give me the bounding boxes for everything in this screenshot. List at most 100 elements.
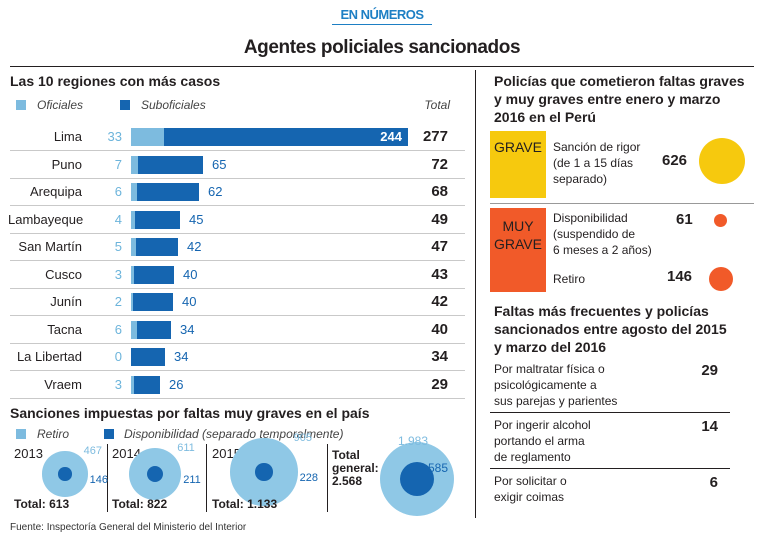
title-rule <box>10 66 754 67</box>
oficiales-value-label: 6 <box>114 321 122 337</box>
region-label: Lima <box>53 129 82 144</box>
bar-suboficiales <box>135 210 180 229</box>
suboficiales-value-label: 26 <box>169 376 184 392</box>
disp-desc-3: 6 meses a 2 años) <box>553 243 652 257</box>
group-total-label: Total: 822 <box>112 497 168 511</box>
falta-desc-line: de reglamento <box>494 450 571 464</box>
kicker-rule <box>332 24 432 25</box>
row-separator <box>10 287 465 289</box>
oficiales-value-label: 0 <box>114 349 122 364</box>
total-value: 72 <box>431 155 448 173</box>
general-retiro-label: 1.983 <box>398 434 429 448</box>
general-bubble-inner <box>400 462 434 496</box>
oficiales-value-label: 7 <box>114 156 122 172</box>
bar-suboficiales <box>164 128 408 146</box>
oficiales-value-label: 6 <box>114 184 122 199</box>
oficiales-value-label: 3 <box>114 266 122 282</box>
disp-desc-1: Disponibilidad <box>553 211 628 225</box>
group-total-label: Total: 613 <box>14 497 70 511</box>
disp-desc-2: (suspendido de <box>553 227 636 241</box>
bubble-divider-3 <box>327 444 328 512</box>
legend-swatch-suboficiales <box>120 100 130 110</box>
retiro-value-label: 905 <box>293 432 312 445</box>
total-header: Total <box>424 98 450 112</box>
total-value: 34 <box>431 348 448 365</box>
grave-value: 626 <box>662 152 688 169</box>
suboficiales-value-label: 244 <box>380 129 402 144</box>
source-note: Fuente: Inspectoría General del Minister… <box>10 522 247 533</box>
grave-box <box>490 131 546 198</box>
bubble-disponibilidad <box>146 465 164 483</box>
row-separator <box>10 150 465 151</box>
region-label: Cusco <box>45 266 82 282</box>
suboficiales-value-label: 34 <box>174 349 189 364</box>
general-total-line1: Total <box>332 448 360 462</box>
general-disponibilidad-label: 585 <box>428 461 449 475</box>
gravity-title-line1: Policías que cometieron faltas graves <box>494 73 745 89</box>
faltas-title-line2: sancionados entre agosto del 2015 <box>494 321 727 337</box>
disponibilidad-value-label: 211 <box>183 474 201 486</box>
retiro-desc: Retiro <box>553 272 586 286</box>
column-divider <box>475 70 476 518</box>
bubble-chart-title: Sanciones impuestas por faltas muy grave… <box>10 405 370 421</box>
legend-swatch-oficiales <box>16 100 26 110</box>
faltas-title-line3: y marzo del 2016 <box>494 339 607 355</box>
oficiales-value-label: 5 <box>114 239 122 254</box>
falta-value: 29 <box>701 362 718 379</box>
grave-desc-1: Sanción de rigor <box>553 140 641 154</box>
grave-label: GRAVE <box>494 139 542 155</box>
total-value: 43 <box>431 265 448 283</box>
suboficiales-value-label: 34 <box>180 321 195 337</box>
legend-swatch-disponibilidad <box>104 429 114 439</box>
retiro-value: 146 <box>667 268 693 285</box>
disp-bubble <box>714 214 727 227</box>
region-label: La Libertad <box>16 349 82 364</box>
falta-desc-line: Por ingerir alcohol <box>494 418 591 432</box>
falta-row-separator <box>490 468 730 469</box>
region-label: San Martín <box>18 239 82 254</box>
page-title: Agentes policiales sancionados <box>243 37 521 58</box>
bar-suboficiales <box>137 320 171 339</box>
grave-desc-3: separado) <box>553 172 608 186</box>
group-total-label: Total: 1.133 <box>212 497 278 511</box>
grave-desc-2: (de 1 a 15 días <box>553 156 634 170</box>
faltas-title-line1: Faltas más frecuentes y policías <box>494 303 709 319</box>
bar-oficiales <box>131 128 164 146</box>
bar-suboficiales <box>134 265 174 284</box>
region-label: Vraem <box>44 376 82 392</box>
muy-grave-label-1: MUY <box>502 218 534 234</box>
muy-grave-box <box>490 208 546 292</box>
bar-oficiales <box>131 238 136 256</box>
region-label: Puno <box>51 156 82 172</box>
oficiales-value-label: 2 <box>114 294 122 309</box>
row-separator <box>10 177 465 179</box>
retiro-bubble <box>709 267 733 291</box>
gravity-title-line3: 2016 en el Perú <box>494 109 596 125</box>
total-value: 68 <box>431 183 448 200</box>
region-label: Lambayeque <box>8 211 84 227</box>
falta-desc-line: Por maltratar física o <box>494 362 605 376</box>
bubble-disponibilidad <box>58 467 72 481</box>
row-separator <box>10 205 465 206</box>
row-separator <box>10 260 465 261</box>
suboficiales-value-label: 45 <box>189 211 204 227</box>
falta-desc-line: Por solicitar o <box>494 474 567 488</box>
falta-desc-line: psicológicamente a <box>494 378 597 392</box>
suboficiales-value-label: 62 <box>208 184 223 199</box>
bar-suboficiales <box>131 348 165 366</box>
suboficiales-value-label: 65 <box>212 156 227 172</box>
total-value: 40 <box>431 320 448 338</box>
total-value: 277 <box>422 128 448 145</box>
region-label: Tacna <box>47 321 82 337</box>
total-value: 29 <box>431 375 448 393</box>
disp-value: 61 <box>676 211 693 228</box>
suboficiales-value-label: 40 <box>182 294 197 309</box>
bar-oficiales <box>131 320 137 339</box>
bar-suboficiales <box>133 293 173 311</box>
bubble-divider-2 <box>206 444 207 512</box>
falta-desc-line: sus parejas y parientes <box>494 394 618 408</box>
general-total-value: 2.568 <box>332 474 363 488</box>
oficiales-value-label: 3 <box>114 376 122 392</box>
falta-row-separator <box>490 412 730 413</box>
bar-oficiales <box>131 375 134 394</box>
